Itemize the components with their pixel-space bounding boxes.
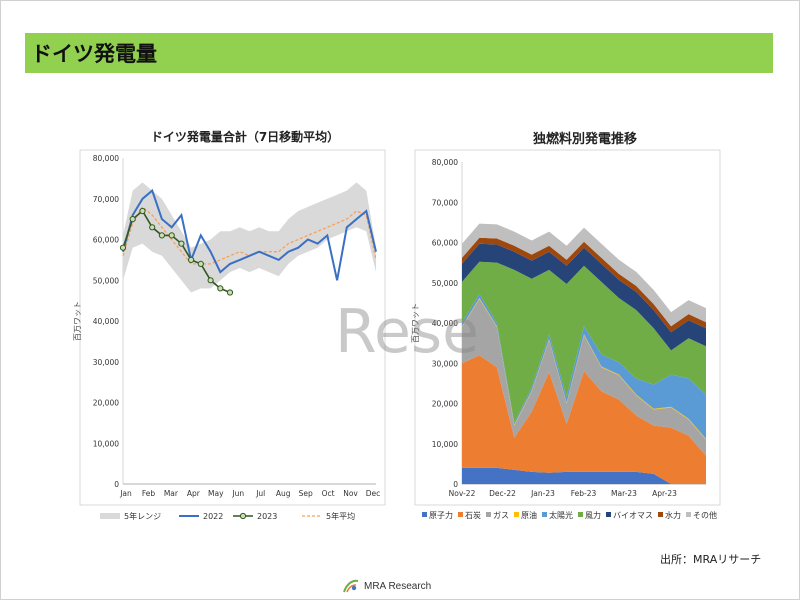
source-note: 出所：MRAリサーチ xyxy=(660,553,762,566)
page-title: ドイツ発電量 xyxy=(31,42,157,66)
chart2-xtick: Mar-23 xyxy=(611,489,637,498)
legend-swatch xyxy=(486,512,491,517)
chart1-2023-point xyxy=(226,289,234,296)
chart1-ytick: 60,000 xyxy=(93,236,119,245)
legend-label: 原油 xyxy=(521,510,537,520)
chart2-ytick: 70,000 xyxy=(432,198,458,207)
chart1-ytick: 80,000 xyxy=(93,154,119,163)
chart2-area-水力 xyxy=(462,237,706,333)
chart1-xtick: Sep xyxy=(299,489,313,498)
chart1-ytick: 10,000 xyxy=(93,439,119,448)
chart1-2023-point xyxy=(197,260,204,267)
chart2-ytick: 0 xyxy=(453,480,458,489)
chart2-xtick: Apr-23 xyxy=(652,489,677,498)
legend-swatch-range xyxy=(100,513,120,519)
chart1-title: ドイツ発電量合計（7日移動平均） xyxy=(150,130,340,144)
chart1-xtick: Mar xyxy=(164,489,179,498)
chart1-xtick: Feb xyxy=(142,489,156,498)
chart2-area-石炭 xyxy=(462,355,706,484)
chart1-2023-point xyxy=(158,232,165,239)
legend-label: 太陽光 xyxy=(549,510,573,520)
chart1-xtick: Oct xyxy=(322,489,335,498)
legend-label: 風力 xyxy=(585,510,601,520)
chart1-ytick: 20,000 xyxy=(93,399,119,408)
legend-swatch xyxy=(514,512,519,517)
chart2-xtick: Nov-22 xyxy=(449,489,476,498)
chart2-ytick: 80,000 xyxy=(432,158,458,167)
chart1-xtick: Jun xyxy=(231,489,244,498)
legend-label: バイオマス xyxy=(613,511,653,520)
chart1-xtick: May xyxy=(208,489,224,498)
chart2-area-ガス xyxy=(462,298,706,456)
logo-text: MRA Research xyxy=(364,580,432,592)
chart2-ytick: 30,000 xyxy=(432,359,458,368)
chart2-ytick: 60,000 xyxy=(432,239,458,248)
chart1-2023-point xyxy=(149,224,156,231)
legend-swatch xyxy=(578,512,583,517)
chart2-ylabel: 百万ワット xyxy=(411,303,420,343)
chart2-area-風力 xyxy=(462,261,706,423)
chart1-xtick: Aug xyxy=(276,489,291,498)
chart1-2023-point xyxy=(207,277,214,284)
legend-label: 原子力 xyxy=(429,510,453,520)
chart1-xtick: Nov xyxy=(343,489,358,498)
legend-label: 2023 xyxy=(257,512,277,521)
chart1-xtick: Dec xyxy=(366,489,381,498)
chart1-2023-point xyxy=(217,285,224,292)
chart1-ytick: 30,000 xyxy=(93,358,119,367)
chart1-ytick: 0 xyxy=(114,480,119,489)
legend-swatch xyxy=(658,512,663,517)
chart2-title: 独燃料別発電推移 xyxy=(532,132,637,147)
chart1-avg-line xyxy=(122,205,377,265)
legend-swatch xyxy=(606,512,611,517)
chart1-range-band xyxy=(123,182,376,293)
chart1-xtick: Jan xyxy=(119,489,132,498)
legend-label: 2022 xyxy=(203,512,223,521)
chart1-2023-point xyxy=(188,256,195,263)
chart2-ytick: 40,000 xyxy=(432,319,458,328)
legend-label: 5年レンジ xyxy=(124,511,161,521)
legend-swatch xyxy=(458,512,463,517)
chart1-ytick: 70,000 xyxy=(93,195,119,204)
chart2-ytick: 50,000 xyxy=(432,279,458,288)
chart1-2022-line xyxy=(122,188,377,281)
header-bar: ドイツ発電量 xyxy=(25,33,773,73)
logo: MRA Research xyxy=(342,578,431,594)
chart1-ytick: 40,000 xyxy=(93,317,119,326)
legend-label: 5年平均 xyxy=(326,511,355,521)
watermark-text: Rese xyxy=(335,297,479,367)
chart1-2023-point xyxy=(168,232,175,239)
legend-marker-2023 xyxy=(239,512,247,520)
chart2-xtick: Feb-23 xyxy=(571,489,597,498)
chart1-2023-point xyxy=(129,216,136,223)
chart2-ytick: 10,000 xyxy=(432,440,458,449)
chart2-area-太陽光 xyxy=(462,294,706,439)
chart2-xtick: Dec-22 xyxy=(489,489,516,498)
legend-swatch xyxy=(542,512,547,517)
legend-label: 石炭 xyxy=(465,511,481,520)
chart2-xtick: Jan-23 xyxy=(530,489,555,498)
chart1-2023-point xyxy=(119,244,127,251)
legend-label: その他 xyxy=(693,510,717,520)
mra-logo-icon xyxy=(343,579,359,593)
chart1-xtick: Apr xyxy=(187,489,201,498)
chart1-ylabel: 百万ワット xyxy=(73,301,82,341)
chart1-2023-point xyxy=(178,240,185,247)
chart2-ytick: 20,000 xyxy=(432,400,458,409)
chart1-2023-point xyxy=(139,207,146,215)
chart2-area-その他 xyxy=(462,223,706,327)
chart1-ytick: 50,000 xyxy=(93,276,119,285)
chart2-area-原子力 xyxy=(462,467,706,484)
legend-label: ガス xyxy=(493,510,509,520)
chart2-area-バイオマス xyxy=(462,243,706,351)
legend-swatch xyxy=(686,512,691,517)
legend-swatch xyxy=(422,512,427,517)
chart1-xtick: Jul xyxy=(255,489,265,498)
legend-label: 水力 xyxy=(665,510,681,520)
